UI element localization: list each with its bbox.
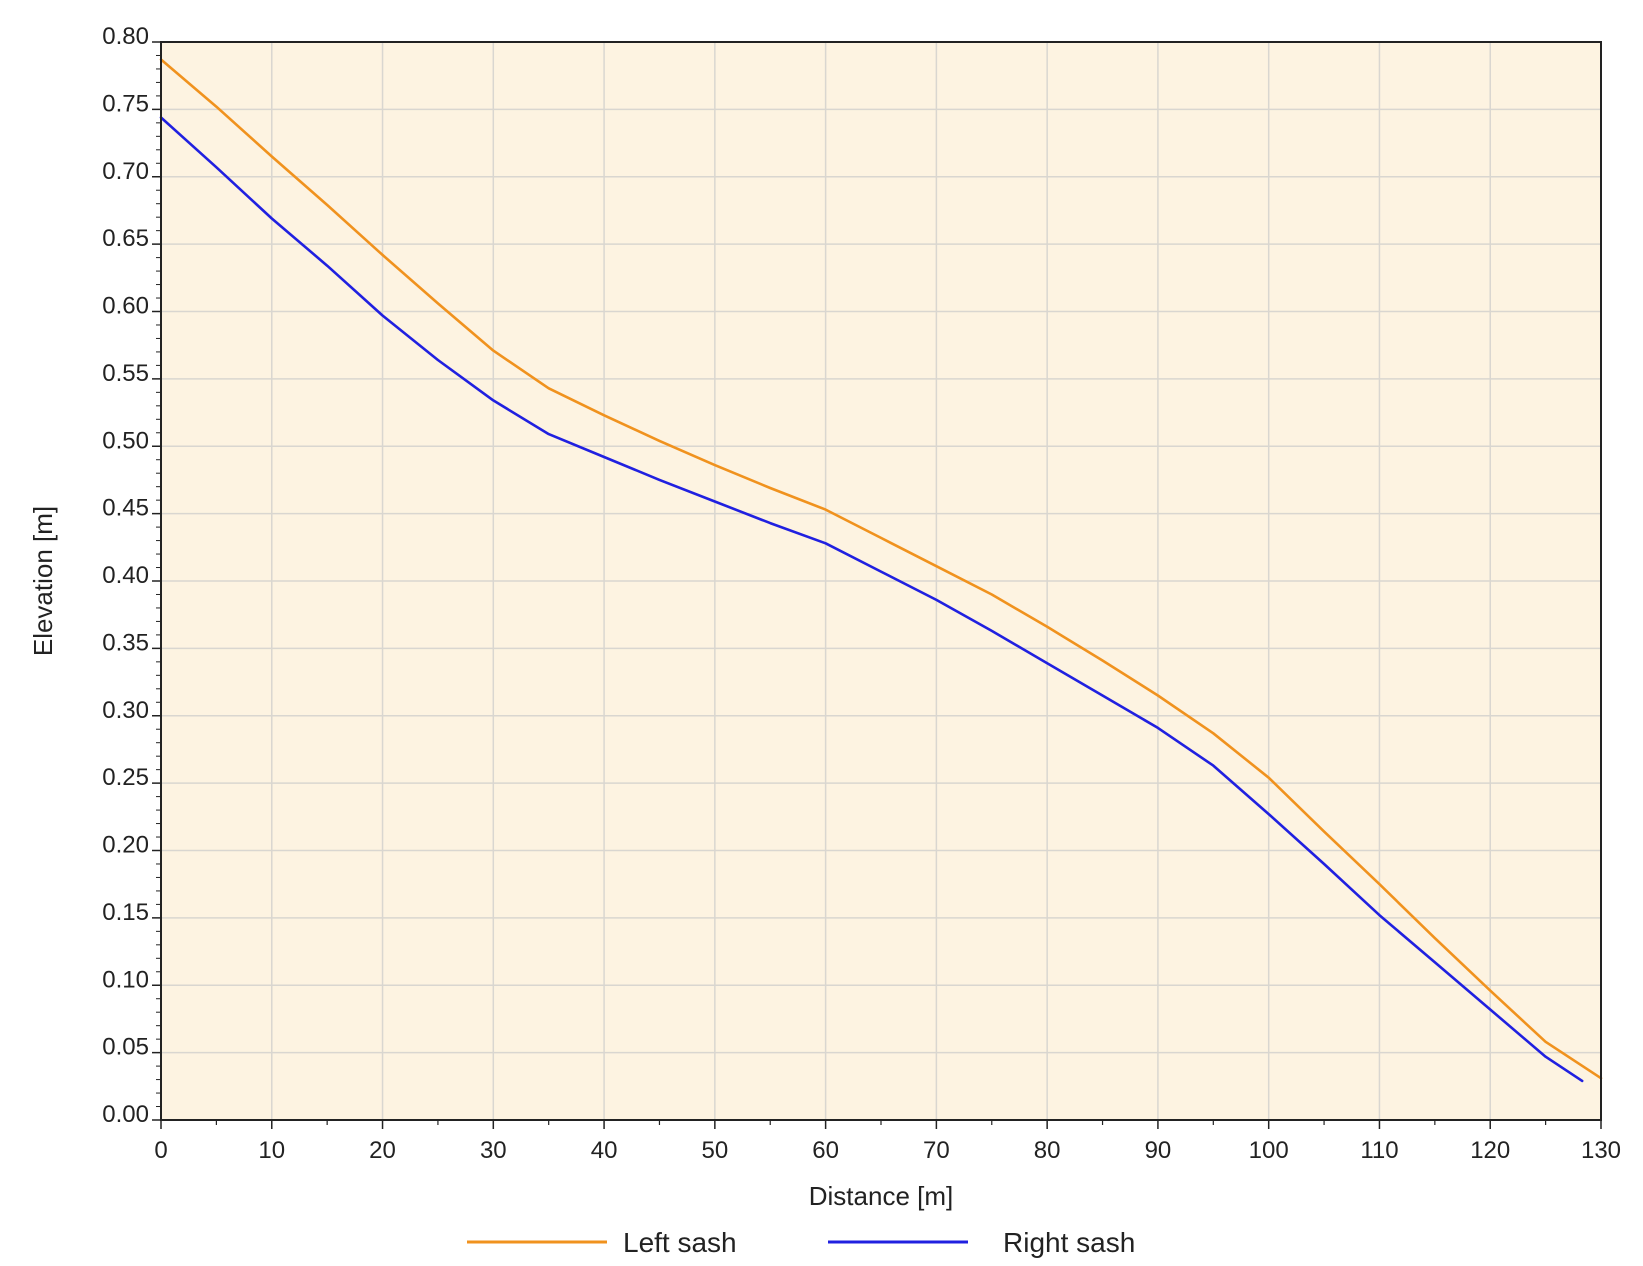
- y-tick-label: 0.60: [102, 293, 149, 320]
- y-tick-label: 0.15: [102, 899, 149, 926]
- legend: Left sash Right sash: [467, 1227, 1135, 1258]
- x-tick-label: 60: [812, 1137, 839, 1164]
- x-tick-label: 40: [591, 1137, 618, 1164]
- y-tick-label: 0.70: [102, 158, 149, 185]
- x-tick-label: 110: [1360, 1137, 1398, 1164]
- x-tick-label: 70: [923, 1137, 950, 1164]
- y-tick-label: 0.45: [102, 495, 149, 522]
- legend-label-left-sash: Left sash: [623, 1227, 737, 1258]
- x-tick-label: 90: [1145, 1137, 1172, 1164]
- y-tick-label: 0.30: [102, 697, 149, 724]
- y-tick-label: 0.65: [102, 225, 149, 252]
- x-axis-title: Distance [m]: [809, 1181, 954, 1211]
- axis-ticks: 0 10 20 30 40 50 60 70 80 90 100 110 120 130 0.00 0.05 0…: [102, 23, 1621, 1164]
- y-tick-label: 0.25: [102, 764, 149, 791]
- series-line-right-sash: [159, 116, 1584, 1083]
- y-axis-title: Elevation [m]: [28, 506, 58, 656]
- x-tick-label: 30: [480, 1137, 507, 1164]
- x-tick-label: 120: [1470, 1137, 1510, 1164]
- y-tick-label: 0.20: [102, 832, 149, 859]
- x-tick-label: 20: [369, 1137, 396, 1164]
- y-tick-label: 0.40: [102, 562, 149, 589]
- y-tick-label: 0.35: [102, 629, 149, 656]
- y-tick-label: 0.50: [102, 427, 149, 454]
- x-tick-label: 0: [154, 1137, 167, 1164]
- y-tick-label: 0.10: [102, 966, 149, 993]
- series-line-left-sash: [159, 58, 1603, 1080]
- x-tick-label: 130: [1581, 1137, 1621, 1164]
- y-tick-label: 0.80: [102, 23, 149, 50]
- x-tick-label: 10: [258, 1137, 285, 1164]
- x-tick-label: 80: [1034, 1137, 1061, 1164]
- legend-label-right-sash: Right sash: [1003, 1227, 1135, 1258]
- x-tick-label: 100: [1249, 1137, 1289, 1164]
- series-lines: [159, 58, 1603, 1083]
- y-tick-label: 0.75: [102, 90, 149, 117]
- y-tick-label: 0.05: [102, 1034, 149, 1061]
- y-tick-label: 0.55: [102, 360, 149, 387]
- y-tick-label: 0.00: [102, 1101, 149, 1128]
- x-tick-label: 50: [701, 1137, 728, 1164]
